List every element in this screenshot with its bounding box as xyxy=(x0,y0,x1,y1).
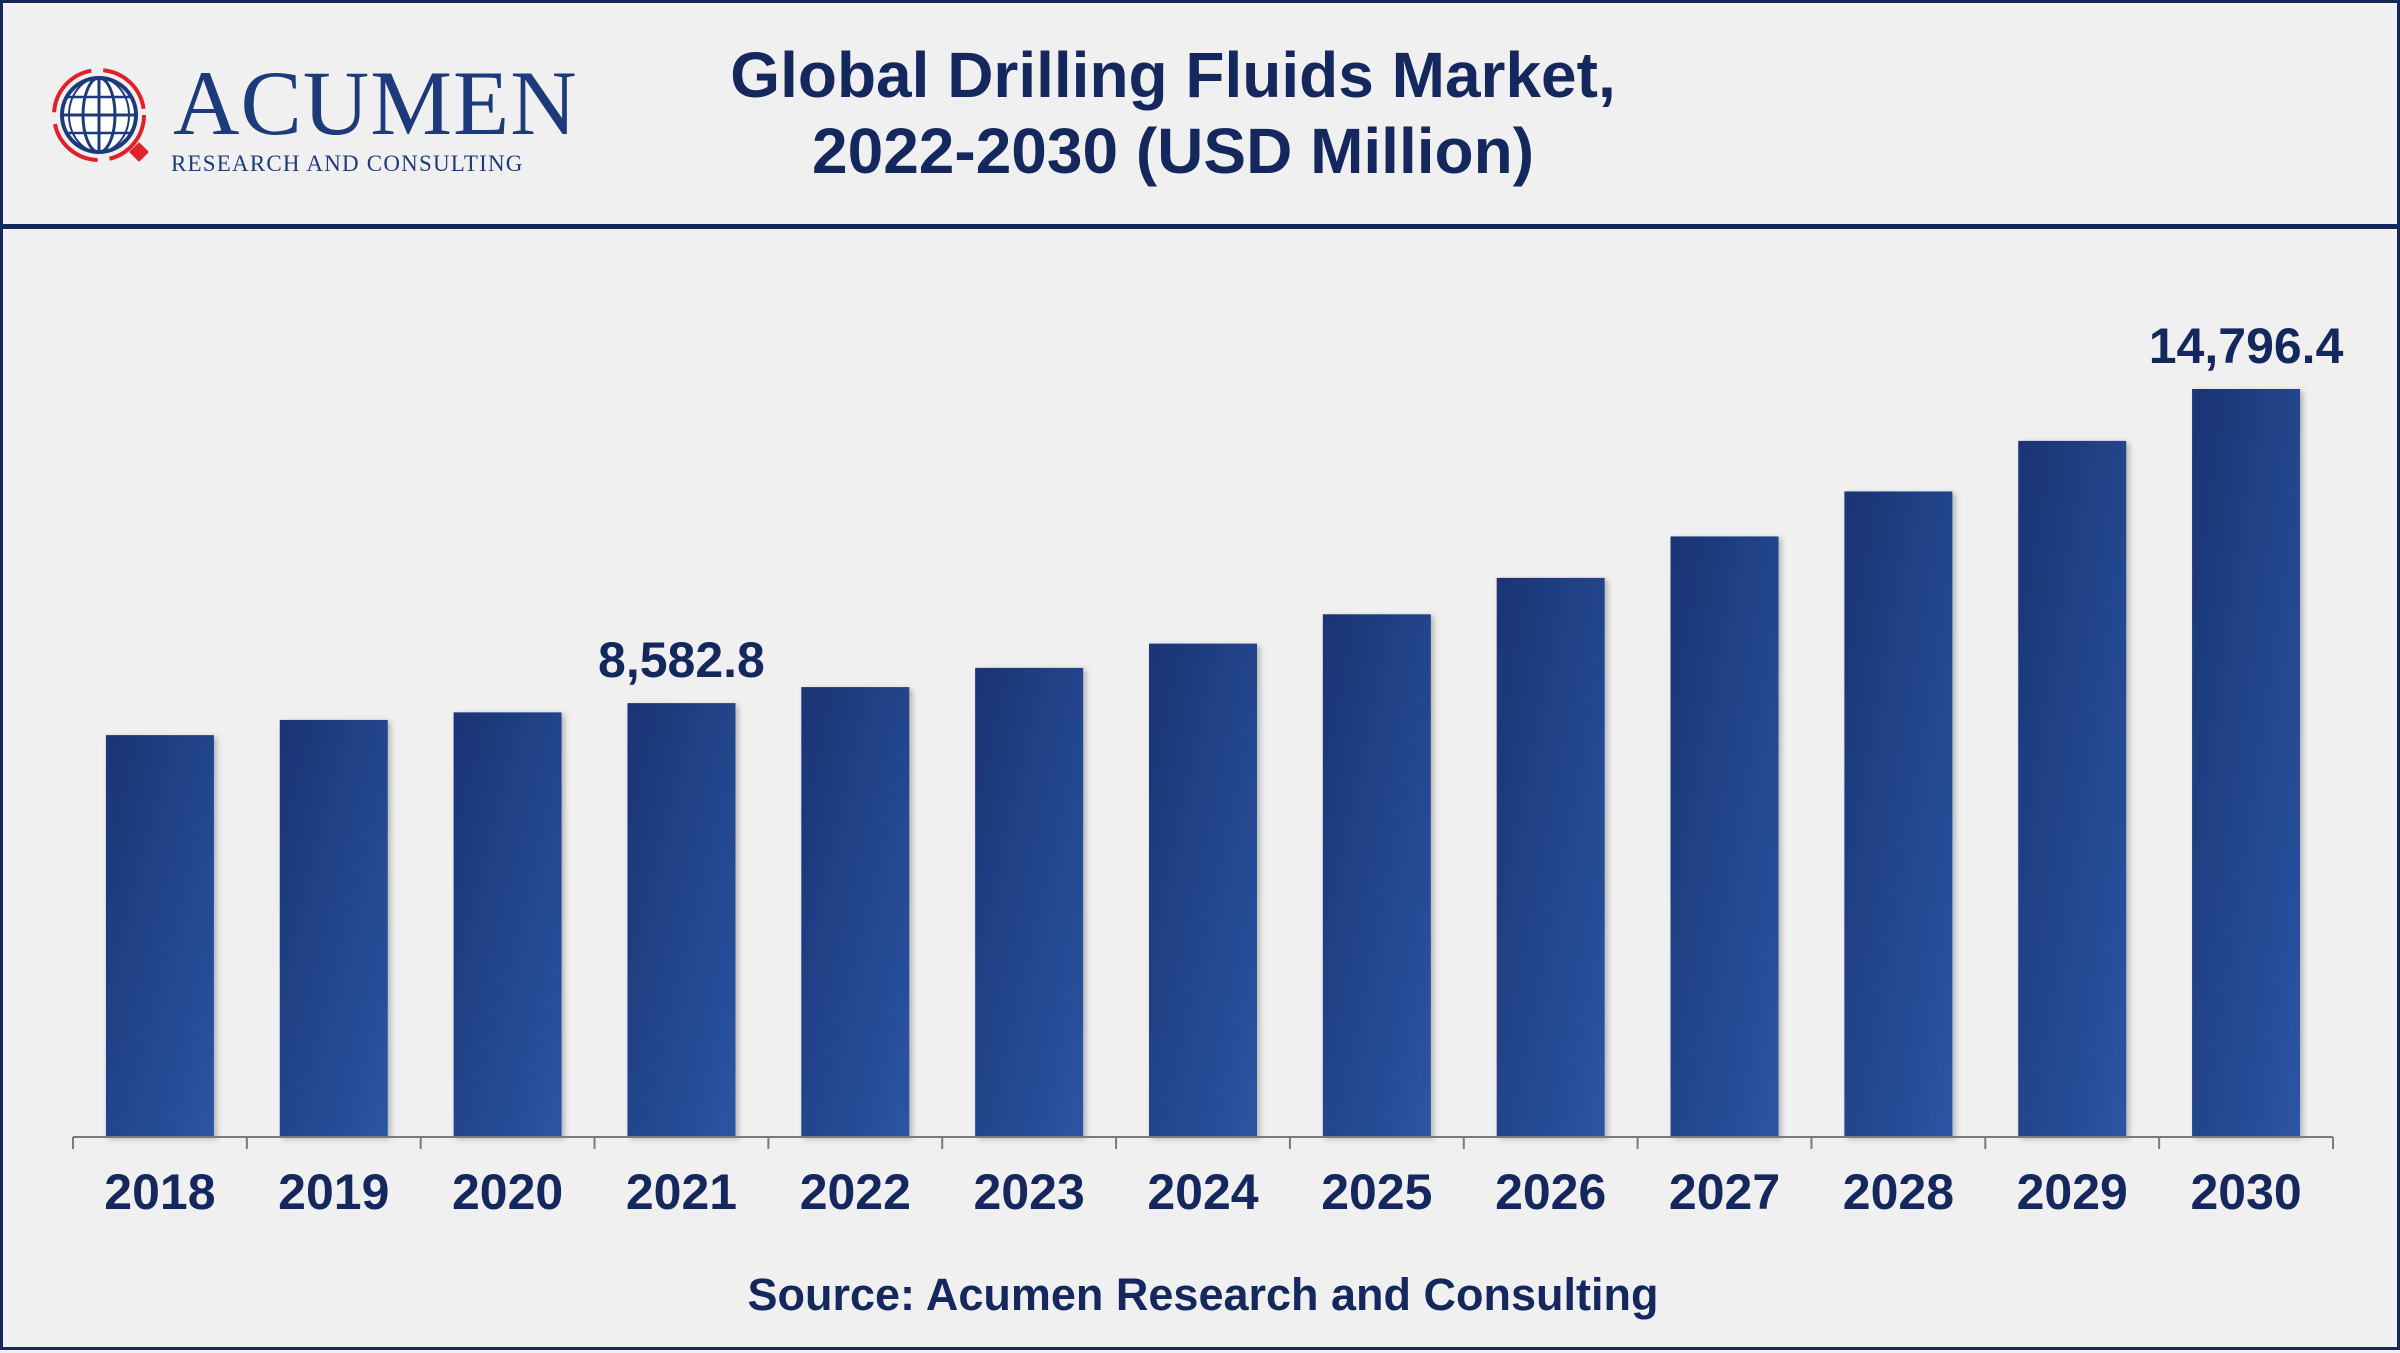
bar-2022 xyxy=(801,687,910,1137)
bar-2026 xyxy=(1496,577,1605,1137)
x-tick-label-2018: 2018 xyxy=(104,1164,215,1220)
x-tick-label-2022: 2022 xyxy=(800,1164,911,1220)
bar-2019 xyxy=(279,719,388,1137)
logo-wordmark: ACUMEN xyxy=(173,52,578,154)
x-tick-label-2024: 2024 xyxy=(1147,1164,1258,1220)
x-tick-label-2019: 2019 xyxy=(278,1164,389,1220)
bar-2020 xyxy=(453,712,562,1137)
logo-tagline: RESEARCH AND CONSULTING xyxy=(171,151,524,176)
source-note: Source: Acumen Research and Consulting xyxy=(747,1269,1659,1320)
bar-2027 xyxy=(1670,536,1779,1137)
bar-2028 xyxy=(1844,491,1953,1137)
x-tick-label-2020: 2020 xyxy=(452,1164,563,1220)
data-label-2030: 14,796.4 xyxy=(2149,318,2344,374)
x-axis: 2018 2019 2020 2021 2022 2023 2024 2025 2026 2027… xyxy=(72,1136,2334,1220)
x-tick-label-2028: 2028 xyxy=(1843,1164,1954,1220)
chart-title: Global Drilling Fluids Market, 2022-2030… xyxy=(573,37,1773,189)
chart-title-line2: 2022-2030 (USD Million) xyxy=(812,115,1534,187)
bar-2025 xyxy=(1322,614,1431,1137)
x-tick-label-2026: 2026 xyxy=(1495,1164,1606,1220)
bar-chart: 2018 2019 2020 2021 2022 2023 2024 2025 2026 2027… xyxy=(72,318,2344,1220)
x-tick-label-2021: 2021 xyxy=(626,1164,737,1220)
x-tick-label-2029: 2029 xyxy=(2017,1164,2128,1220)
chart-title-line1: Global Drilling Fluids Market, xyxy=(730,39,1616,111)
globe-icon xyxy=(52,68,149,162)
data-labels: 8,582.8 14,796.4 xyxy=(598,318,2344,688)
header: ACUMEN RESEARCH AND CONSULTING Global Dr… xyxy=(3,3,2400,229)
x-tick-label-2025: 2025 xyxy=(1321,1164,1432,1220)
bar-2021 xyxy=(627,703,736,1137)
acumen-logo: ACUMEN RESEARCH AND CONSULTING xyxy=(43,53,577,183)
bar-2018 xyxy=(105,735,214,1137)
x-tick-label-2030: 2030 xyxy=(2190,1164,2301,1220)
x-tick-label-2023: 2023 xyxy=(974,1164,1085,1220)
bar-2023 xyxy=(975,667,1084,1137)
bar-2029 xyxy=(2018,440,2127,1137)
data-label-2021: 8,582.8 xyxy=(598,632,765,688)
bar-2030 xyxy=(2192,389,2301,1137)
x-tick-label-2027: 2027 xyxy=(1669,1164,1780,1220)
bar-2024 xyxy=(1149,643,1257,1137)
bars-group xyxy=(105,389,2301,1137)
